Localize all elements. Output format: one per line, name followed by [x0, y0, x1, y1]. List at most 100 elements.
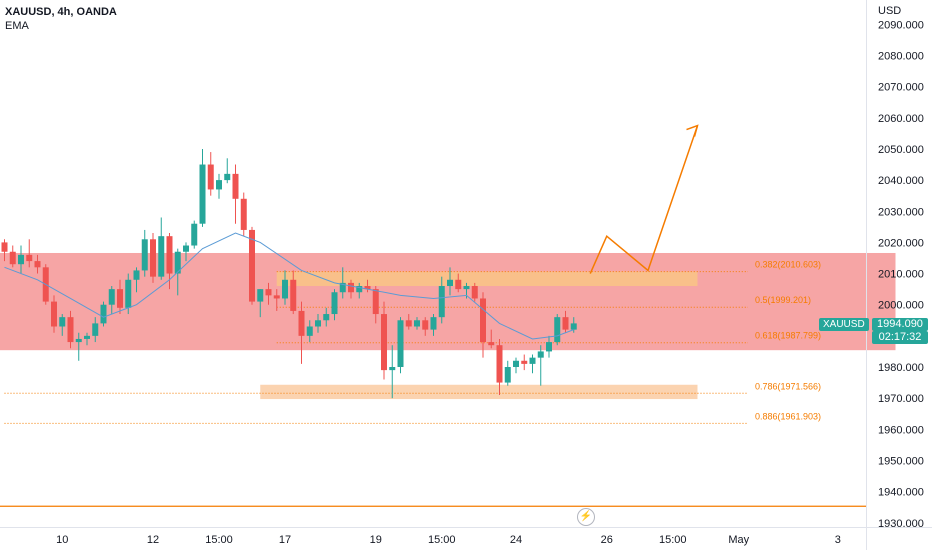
candle: [108, 286, 115, 315]
candle: [331, 289, 338, 321]
candle: [150, 233, 156, 283]
candle: [84, 332, 90, 346]
time-tick-label: 19: [370, 534, 382, 546]
candle: [562, 310, 569, 333]
time-tick-label: May: [728, 534, 749, 546]
candle-body: [51, 301, 57, 327]
zone-0: [0, 252, 896, 351]
candle-body: [9, 251, 16, 265]
price-tick-label: 2070.000: [878, 82, 924, 94]
candle: [537, 345, 544, 386]
candle: [546, 335, 552, 358]
candle: [496, 338, 503, 396]
candle: [26, 239, 33, 268]
candle-body: [224, 173, 231, 181]
time-tick-label: 24: [510, 534, 522, 546]
candle: [9, 245, 16, 268]
current-symbol-tag: XAUUSD: [819, 318, 869, 331]
candle-body: [290, 279, 297, 311]
candle-body: [133, 270, 140, 280]
price-tick-label: 2020.000: [878, 237, 924, 249]
price-tick-label: 2000.000: [878, 300, 924, 312]
candle-body: [455, 279, 462, 290]
time-tick-label: 15:00: [659, 534, 687, 546]
candle-body: [282, 279, 288, 299]
candle: [480, 292, 486, 358]
fib-label-3: 0.786(1971.566): [755, 381, 821, 391]
zone-2: [260, 384, 698, 400]
ema-line: [4, 232, 574, 340]
candle: [282, 270, 288, 305]
chart-legend: XAUUSD, 4h, OANDA EMA: [5, 5, 117, 33]
projection-arrow: [589, 125, 699, 274]
candle: [216, 173, 222, 199]
candle: [348, 279, 354, 299]
fib-label-1: 0.5(1999.201): [755, 295, 811, 305]
candle: [504, 360, 511, 386]
candle-body: [100, 304, 107, 324]
candle-body: [75, 338, 82, 343]
candle-body: [529, 357, 536, 364]
price-tick-label: 2010.000: [878, 269, 924, 281]
candle: [1, 239, 8, 262]
price-tick-label: 2080.000: [878, 51, 924, 63]
currency-label: USD: [878, 5, 902, 17]
candle-body: [298, 310, 305, 336]
candle: [471, 282, 478, 302]
candle-body: [216, 180, 222, 190]
candle-body: [34, 261, 41, 268]
candle: [372, 286, 379, 324]
candle-body: [348, 282, 354, 293]
candle: [51, 295, 57, 333]
projection-arrowhead: [686, 124, 699, 137]
candle-body: [364, 286, 371, 290]
candle-body: [422, 320, 429, 330]
candle: [389, 345, 396, 399]
candle-body: [166, 236, 173, 274]
candle: [323, 307, 330, 327]
candle: [488, 329, 495, 349]
time-tick-label: 10: [56, 534, 68, 546]
candle: [257, 289, 264, 318]
candle: [315, 314, 321, 333]
candle-body: [59, 317, 66, 327]
candle: [265, 282, 272, 305]
candle: [67, 310, 74, 349]
tradingview-bolt-icon[interactable]: ⚡: [577, 508, 595, 526]
candle-body: [414, 320, 420, 327]
fib-label-0: 0.382(2010.603): [755, 260, 821, 270]
candle: [232, 164, 239, 224]
candle: [75, 332, 82, 361]
candle: [405, 314, 412, 330]
candle: [158, 217, 165, 280]
candle-body: [504, 367, 511, 383]
candle-body: [405, 320, 412, 327]
candle-body: [438, 286, 445, 318]
time-tick-label: 17: [279, 534, 291, 546]
candle-body: [26, 254, 33, 262]
candle-body: [570, 323, 577, 330]
candle-body: [331, 292, 338, 315]
candle: [422, 317, 429, 336]
price-tick-label: 2030.000: [878, 206, 924, 218]
candle-body: [18, 254, 24, 265]
candle: [183, 242, 189, 262]
candle: [224, 158, 231, 184]
candle: [207, 152, 214, 196]
zone-1: [276, 271, 698, 287]
candle: [141, 229, 148, 277]
candle: [18, 245, 24, 274]
candle-body: [562, 317, 569, 330]
candle: [529, 354, 536, 374]
candle-body: [537, 351, 544, 358]
candle-body: [199, 164, 206, 224]
candle-body: [447, 279, 453, 287]
candle-body: [323, 314, 330, 321]
candle: [92, 317, 99, 343]
candle: [100, 301, 107, 327]
candle-body: [381, 314, 387, 371]
candle-body: [356, 286, 363, 293]
candle: [339, 267, 346, 299]
candle: [397, 317, 404, 374]
